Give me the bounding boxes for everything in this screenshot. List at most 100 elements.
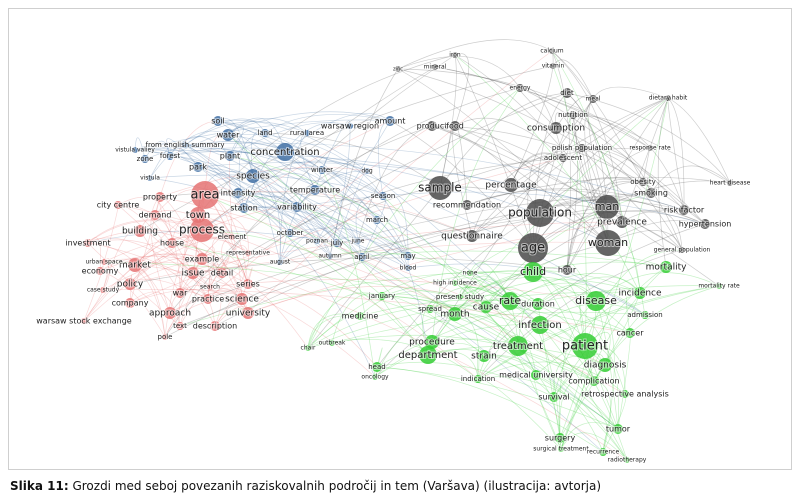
edge: [314, 157, 328, 191]
edge: [184, 144, 298, 208]
node-label: calcium: [540, 48, 563, 55]
node-label: product: [417, 122, 448, 131]
edge: [229, 155, 487, 308]
node-label: adolescent: [544, 154, 583, 162]
node: [176, 322, 184, 330]
edge: [477, 249, 683, 380]
node-label: april: [354, 253, 370, 261]
node: [329, 340, 335, 346]
edge: [103, 261, 631, 334]
edge: [279, 237, 331, 263]
node-label: description: [193, 322, 237, 331]
edge: [129, 196, 161, 304]
edge: [149, 174, 384, 197]
node: [187, 267, 199, 279]
edge: [617, 332, 631, 430]
node-label: poznan: [306, 238, 328, 245]
edge: [169, 136, 231, 157]
edge: [164, 192, 652, 338]
edge: [149, 130, 229, 179]
node-label: risk factor: [664, 206, 705, 215]
edge: [227, 134, 433, 343]
edge: [537, 303, 561, 439]
edge: [434, 66, 731, 184]
node-label: economy: [82, 267, 119, 276]
edge: [466, 189, 706, 225]
edge: [179, 272, 223, 327]
edge: [129, 253, 203, 285]
edge: [374, 242, 609, 378]
edge: [427, 348, 555, 398]
edge: [381, 293, 519, 347]
edge: [595, 272, 720, 302]
caption-label: Slika 11:: [10, 479, 69, 493]
edge: [469, 272, 619, 430]
edge: [431, 125, 609, 244]
edge: [329, 68, 399, 257]
nodes: [81, 48, 733, 463]
node: [203, 294, 213, 304]
edge: [560, 97, 669, 450]
node: [480, 301, 492, 313]
node-label: dietary habit: [649, 95, 688, 102]
edge: [197, 166, 359, 242]
edge: [279, 192, 652, 263]
edge: [593, 380, 612, 453]
edge: [247, 221, 623, 314]
edge: [229, 155, 511, 302]
edge: [83, 261, 110, 322]
edge: [103, 258, 216, 327]
edge: [209, 279, 597, 302]
edge: [621, 210, 683, 251]
edge: [237, 192, 511, 302]
edge: [247, 50, 553, 314]
node-label: consumption: [527, 124, 585, 134]
edge: [572, 114, 685, 211]
node-label: august: [270, 259, 291, 266]
edge: [572, 114, 609, 244]
node: [229, 234, 235, 240]
node-label: procedure: [409, 338, 455, 348]
edge: [307, 313, 361, 349]
edge: [134, 253, 223, 274]
node: [634, 287, 646, 299]
node: [549, 48, 555, 54]
edge: [87, 242, 249, 314]
node: [452, 280, 458, 286]
node: [716, 283, 722, 289]
edge: [117, 204, 209, 300]
node: [310, 185, 320, 195]
edge: [539, 324, 628, 461]
node-label: demand: [139, 211, 172, 220]
node: [425, 335, 439, 349]
node-label: recurrence: [587, 449, 620, 456]
edge: [382, 195, 487, 308]
node-label: january: [368, 292, 395, 300]
node: [236, 293, 248, 305]
edge: [134, 261, 243, 300]
node: [549, 392, 559, 402]
node-label: age: [521, 241, 545, 256]
node: [190, 218, 214, 242]
node-label: outbreak: [319, 340, 346, 347]
edge: [99, 255, 249, 285]
node-label: mortality rate: [698, 283, 740, 290]
node-label: high incidence: [433, 280, 477, 287]
node: [679, 205, 689, 215]
node: [239, 203, 249, 213]
edge: [144, 140, 171, 160]
edge: [527, 127, 557, 249]
edge: [566, 97, 669, 271]
edge: [471, 157, 564, 237]
edge: [517, 303, 646, 347]
node-label: surgery: [545, 434, 576, 443]
edge: [439, 186, 609, 244]
edge: [667, 97, 685, 211]
node-label: hypertension: [679, 220, 732, 229]
node: [132, 147, 138, 153]
edge: [129, 261, 223, 285]
node-label: approach: [149, 309, 191, 319]
edge: [184, 141, 323, 171]
edge: [209, 92, 568, 288]
